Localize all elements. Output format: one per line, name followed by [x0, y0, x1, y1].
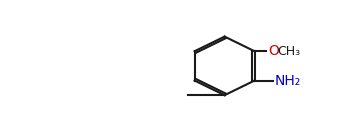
Text: NH₂: NH₂ — [274, 73, 301, 88]
Text: O: O — [268, 44, 279, 58]
Text: CH₃: CH₃ — [277, 45, 300, 58]
